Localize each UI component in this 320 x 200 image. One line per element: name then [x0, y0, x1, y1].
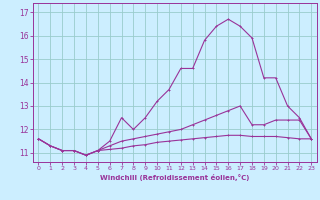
X-axis label: Windchill (Refroidissement éolien,°C): Windchill (Refroidissement éolien,°C) — [100, 174, 250, 181]
